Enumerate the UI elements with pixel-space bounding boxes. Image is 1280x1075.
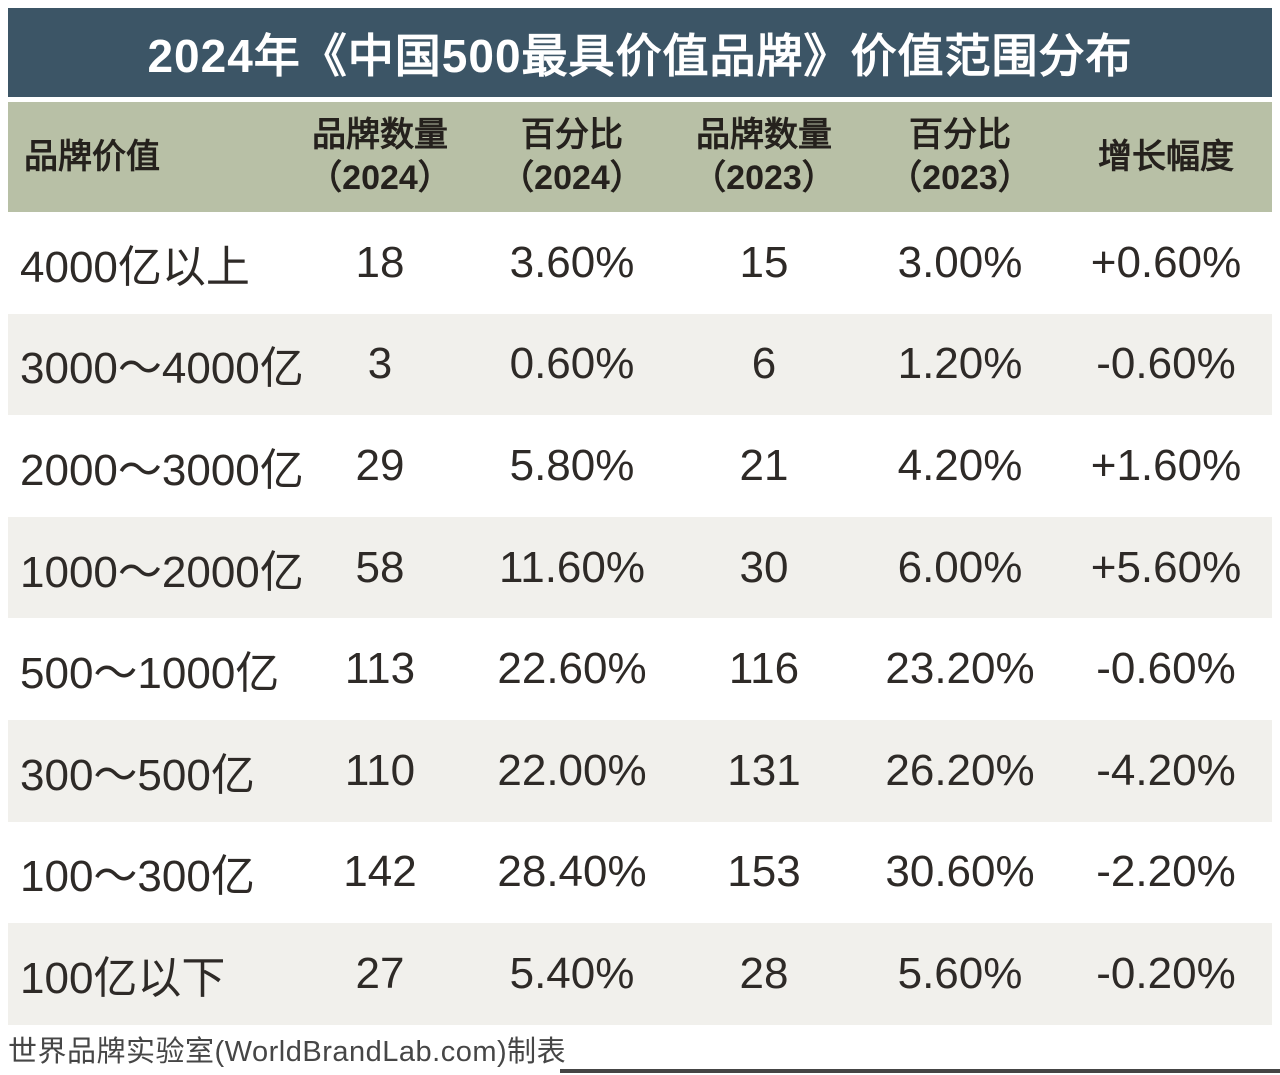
cell-percentage-2023: 4.20% [897,440,1023,490]
header-brand-value: 品牌价值 [24,137,160,176]
table-row: 100亿以下 27 5.40% 28 5.60% -0.20% [8,923,1272,1025]
cell-growth-change: +5.60% [1090,542,1242,592]
cell-brand-value-range: 500～1000亿 [20,649,280,699]
cell-brand-count-2023: 116 [728,644,800,694]
table-row: 3000～4000亿 3 0.60% 6 1.20% -0.60% [8,313,1272,416]
cell-brand-count-2023: 6 [751,339,777,389]
cell-percentage-2023: 1.20% [897,339,1023,389]
cell-brand-value-range: 4000亿以上 [20,242,250,292]
table-row: 300～500亿 110 22.00% 131 26.20% -4.20% [8,719,1272,822]
cell-percentage-2023: 26.20% [885,745,1035,795]
cell-percentage-2023: 30.60% [885,847,1035,897]
cell-percentage-2023: 23.20% [885,644,1035,694]
table-row: 4000亿以上 18 3.60% 15 3.00% +0.60% [8,212,1272,314]
table-row: 500～1000亿 113 22.60% 116 23.20% -0.60% [8,618,1272,720]
cell-growth-change: -2.20% [1096,847,1236,897]
table-row: 2000～3000亿 29 5.80% 21 4.20% +1.60% [8,415,1272,517]
cell-brand-count-2024: 3 [367,339,393,389]
cell-brand-value-range: 100～300亿 [20,852,255,902]
cell-brand-count-2024: 58 [355,542,405,592]
cell-growth-change: -0.60% [1096,339,1236,389]
cell-percentage-2024: 28.40% [497,847,647,897]
cell-percentage-2024: 22.00% [497,745,647,795]
cell-growth-change: -0.60% [1096,644,1236,694]
cell-growth-change: -4.20% [1096,745,1236,795]
header-brand-count-2023: 品牌数量 （2023） [692,116,836,197]
cell-brand-count-2024: 110 [344,745,416,795]
cell-brand-value-range: 100亿以下 [20,953,226,1003]
cell-brand-count-2024: 142 [343,847,417,897]
cell-percentage-2024: 5.80% [509,440,635,490]
cell-brand-count-2023: 131 [727,745,801,795]
title-bar: 2024年《中国500最具价值品牌》价值范围分布 [8,8,1272,97]
cell-percentage-2023: 6.00% [897,542,1023,592]
table-row: 1000～2000亿 58 11.60% 30 6.00% +5.60% [8,516,1272,619]
cell-brand-value-range: 2000～3000亿 [20,445,304,495]
header-percentage-2023: 百分比 （2023） [888,116,1032,197]
page-title: 2024年《中国500最具价值品牌》价值范围分布 [147,29,1133,82]
cell-brand-value-range: 1000～2000亿 [20,547,304,597]
cell-brand-count-2023: 28 [739,948,789,998]
cell-growth-change: +0.60% [1090,237,1242,287]
cell-percentage-2024: 0.60% [509,339,635,389]
source-credit: 世界品牌实验室(WorldBrandLab.com)制表 [8,1036,567,1068]
header-percentage-2024: 百分比 （2024） [500,116,644,197]
cell-brand-count-2023: 30 [739,542,789,592]
cell-brand-count-2023: 153 [727,847,801,897]
cell-brand-count-2023: 15 [739,237,789,287]
cell-percentage-2023: 3.00% [897,237,1023,287]
table-header-row: 品牌价值 品牌数量 （2024） 百分比 （2024） 品牌数量 （2023） … [8,102,1272,212]
cell-brand-count-2024: 18 [355,237,405,287]
cell-percentage-2023: 5.60% [897,948,1023,998]
cell-brand-count-2024: 27 [355,948,405,998]
cell-percentage-2024: 5.40% [509,948,635,998]
cell-percentage-2024: 3.60% [509,237,635,287]
cell-brand-count-2024: 113 [344,644,416,694]
cell-brand-count-2024: 29 [355,440,405,490]
cell-percentage-2024: 22.60% [497,644,647,694]
value-distribution-table: 品牌价值 品牌数量 （2024） 百分比 （2024） 品牌数量 （2023） … [8,102,1272,1025]
table-row: 100～300亿 142 28.40% 153 30.60% -2.20% [8,821,1272,924]
header-brand-count-2024: 品牌数量 （2024） [308,116,452,197]
bottom-border-line [560,1069,1280,1073]
cell-percentage-2024: 11.60% [499,542,645,592]
cell-growth-change: -0.20% [1096,948,1236,998]
cell-brand-value-range: 300～500亿 [20,750,255,800]
cell-brand-value-range: 3000～4000亿 [20,344,304,394]
header-growth-change: 增长幅度 [1098,137,1234,176]
cell-brand-count-2023: 21 [739,440,789,490]
cell-growth-change: +1.60% [1090,440,1242,490]
